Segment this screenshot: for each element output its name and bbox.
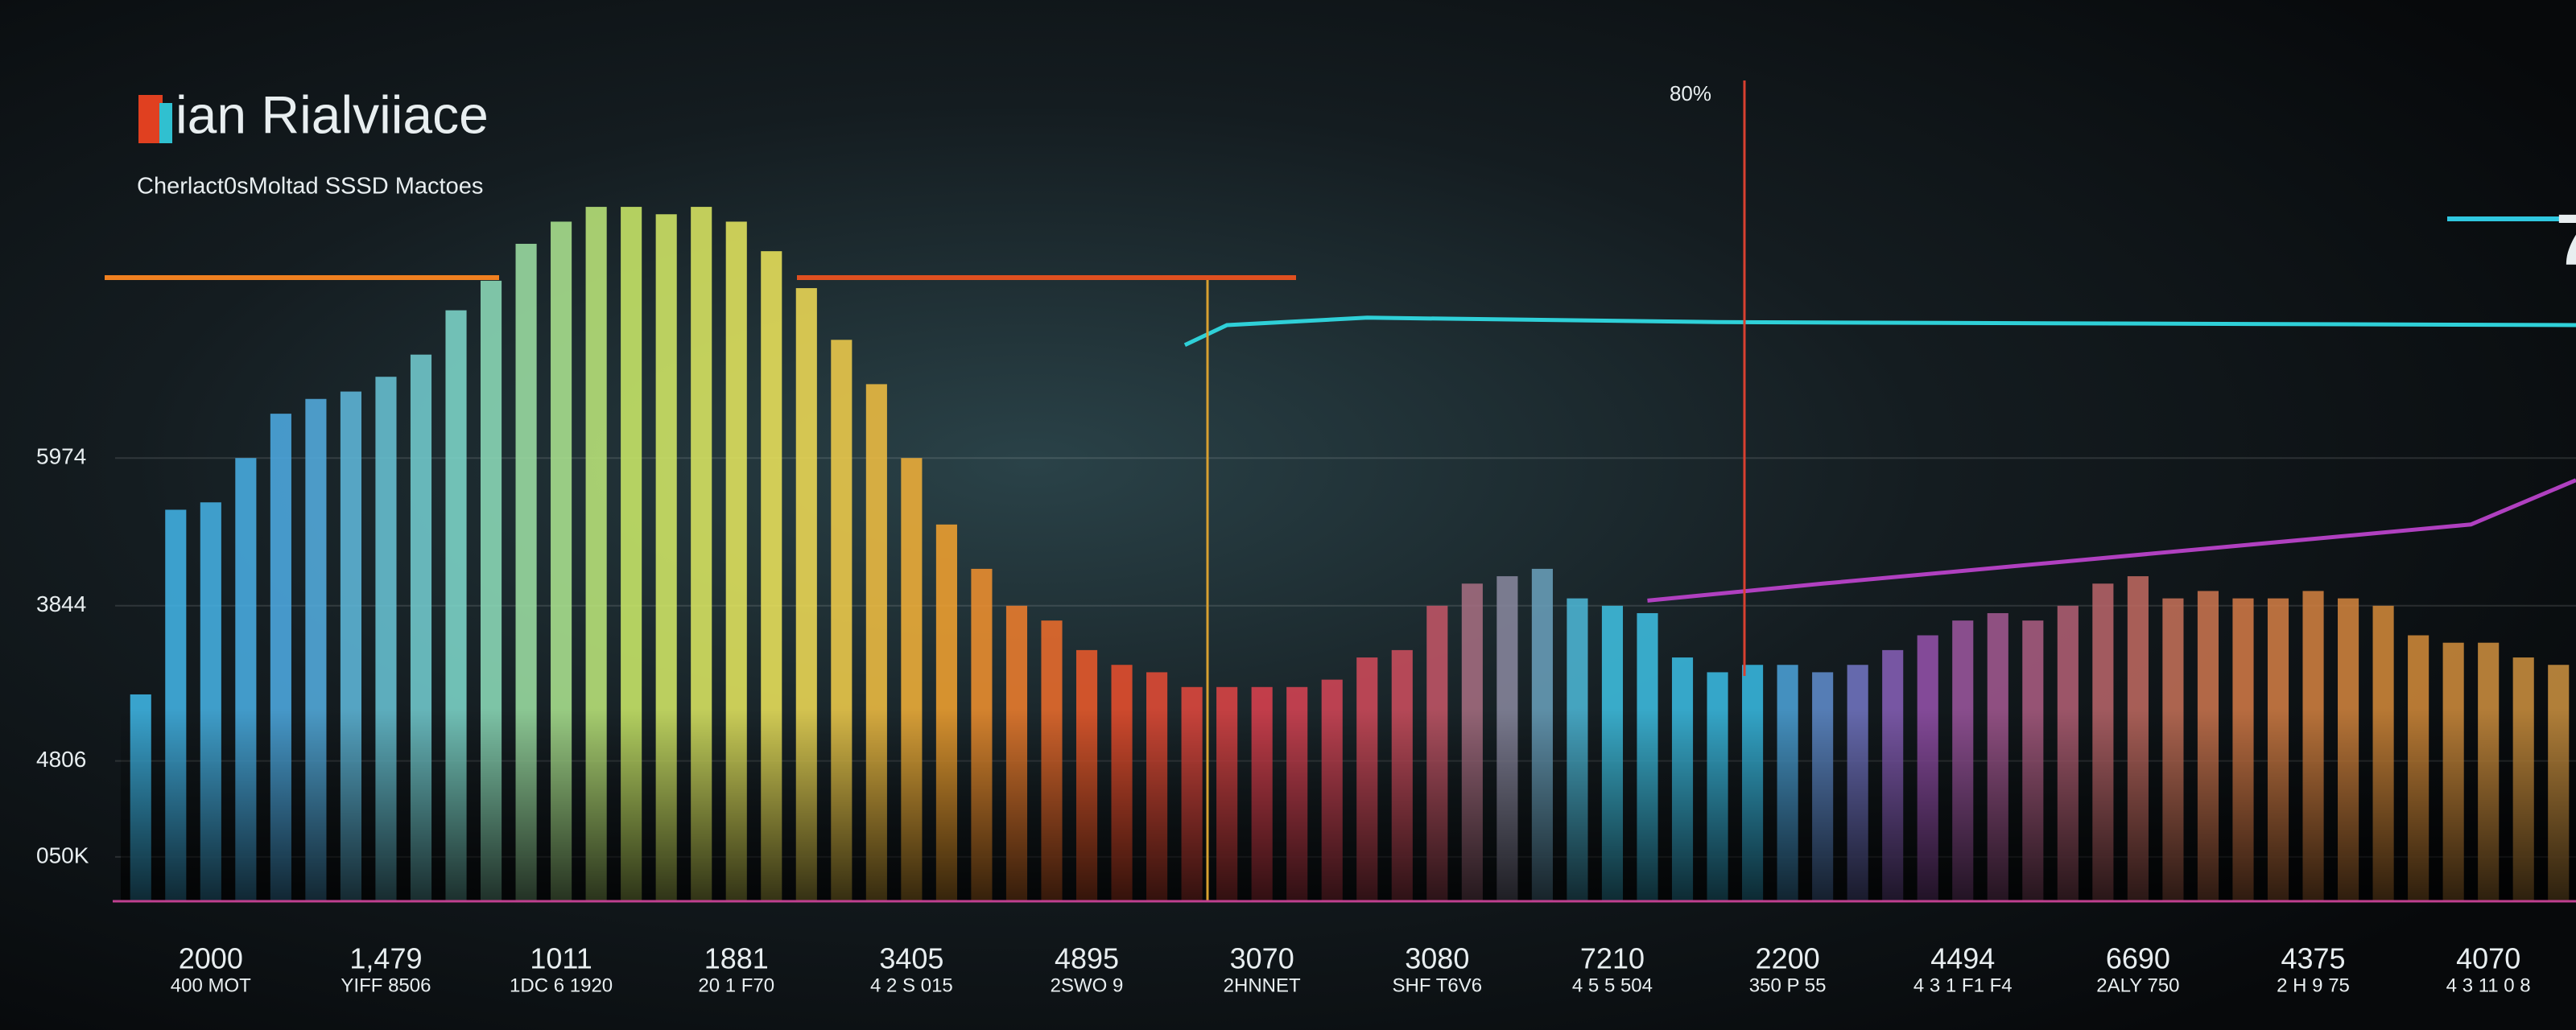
chart-title: ian Rialviiace xyxy=(175,84,489,144)
x-tick-label: 1011 xyxy=(530,942,592,975)
y-tick-label: 4806 xyxy=(36,747,86,772)
x-tick-label: 1881 xyxy=(704,942,769,975)
line xyxy=(1647,478,2576,603)
y-tick-label: 050K xyxy=(36,843,89,867)
x-tick-sublabel: 2ALY 750 xyxy=(2096,974,2179,996)
y-tick-label: 3844 xyxy=(36,591,86,616)
x-tick-label: 4494 xyxy=(1930,942,1995,975)
x-tick-sublabel: 1DC 6 1920 xyxy=(510,974,613,996)
x-tick-label: 6690 xyxy=(2106,942,2170,975)
x-tick-label: 3080 xyxy=(1405,942,1469,975)
x-tick-label: 7210 xyxy=(1580,942,1645,975)
x-tick-label: 4895 xyxy=(1055,942,1119,975)
line xyxy=(1183,315,2576,347)
bar-shade xyxy=(121,708,2576,901)
x-tick-sublabel: 4 5 5 504 xyxy=(1572,974,1653,996)
x-tick-sublabel: YIFF 8506 xyxy=(341,974,431,996)
annotation: 80% xyxy=(1670,81,1711,105)
x-tick-sublabel: 4 3 1 F1 F4 xyxy=(1913,974,2013,996)
x-tick-label: 2000 xyxy=(179,942,243,975)
x-tick-sublabel: 2SWO 9 xyxy=(1051,974,1124,996)
x-tick-sublabel: 4 2 S 015 xyxy=(870,974,953,996)
x-tick-label: 2200 xyxy=(1756,942,1820,975)
x-tick-sublabel: 2 H 9 75 xyxy=(2277,974,2350,996)
x-tick-label: 4070 xyxy=(2456,942,2520,975)
x-tick-sublabel: 4 3 11 0 8 xyxy=(2446,974,2531,996)
lines xyxy=(1183,315,2576,603)
x-tick-label: 3405 xyxy=(879,942,943,975)
y-tick-label: 5974 xyxy=(36,444,86,469)
annotation: 7 xyxy=(2556,200,2576,281)
logo xyxy=(159,103,172,143)
chart-subtitle: Cherlact0sMoltad SSSD Mactoes xyxy=(137,174,483,200)
x-tick-sublabel: 2HNNET xyxy=(1224,974,1301,996)
x-tick-sublabel: 350 P 55 xyxy=(1749,974,1827,996)
x-tick-label: 3070 xyxy=(1230,942,1294,975)
x-tick-sublabel: SHF T6V6 xyxy=(1393,974,1483,996)
x-tick-label: 4375 xyxy=(2281,942,2345,975)
x-tick-label: 1,479 xyxy=(349,942,422,975)
x-tick-sublabel: 20 1 F70 xyxy=(698,974,774,996)
x-tick-sublabel: 400 MOT xyxy=(171,974,251,996)
logo xyxy=(138,95,163,143)
